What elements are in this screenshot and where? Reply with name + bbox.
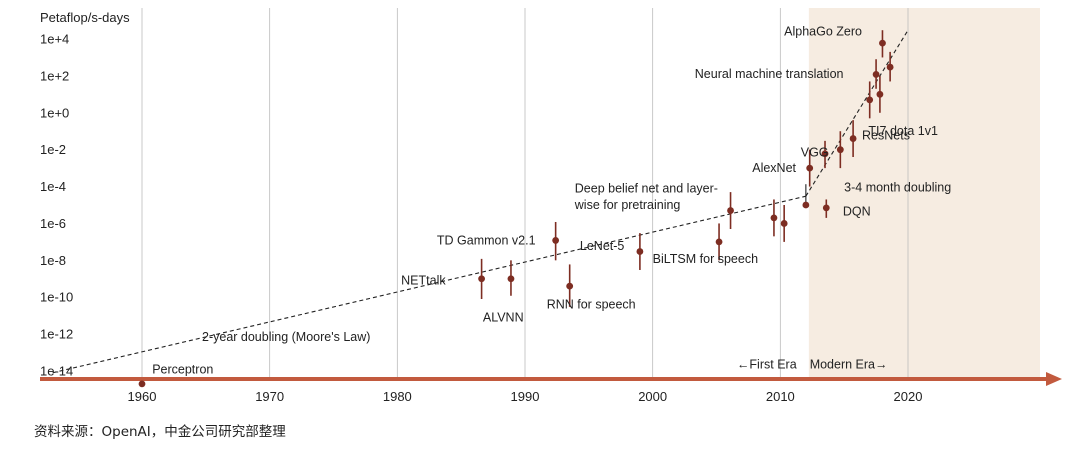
data-point	[866, 81, 874, 119]
annotation-label: AlexNet	[752, 161, 796, 175]
annotation-label: Neural machine translation	[695, 67, 844, 81]
annotation-label: Deep belief net and layer-	[575, 181, 718, 195]
annotation-label: DQN	[843, 204, 871, 218]
y-axis-label: Petaflop/s-days	[40, 10, 130, 25]
x-tick-label: 2000	[638, 389, 667, 404]
x-axis-arrowhead	[1046, 372, 1062, 386]
annotation-label: ALVNN	[483, 310, 524, 324]
annotation-label: TD Gammon v2.1	[437, 233, 536, 247]
annotation-label: ResNets	[862, 128, 910, 142]
annotation-label: TI7 dota 1v1	[868, 124, 938, 138]
y-tick-label: 1e-10	[40, 290, 73, 305]
x-tick-label: 1960	[128, 389, 157, 404]
data-marker	[821, 150, 829, 158]
data-marker	[715, 238, 723, 246]
trend-line	[805, 29, 909, 197]
data-point	[836, 131, 844, 169]
annotation-label: wise for pretraining	[574, 198, 681, 212]
trend-lines	[52, 29, 909, 374]
data-point	[566, 264, 574, 307]
y-axis-ticks: 1e+4 1e+2 1e+0 1e-2 1e-4 1e-6 1e-8 1e-10 1e-12 1e…	[40, 32, 73, 379]
annotation-label: BiLTSM for speech	[653, 252, 758, 266]
y-tick-label: 1e-4	[40, 179, 66, 194]
data-point	[507, 260, 515, 296]
data-marker	[727, 207, 734, 214]
data-marker	[566, 282, 574, 290]
data-marker	[886, 63, 894, 71]
data-marker	[552, 237, 560, 244]
data-point	[138, 380, 146, 388]
data-marker	[836, 146, 844, 154]
grid-lines	[141, 8, 909, 379]
data-point	[876, 75, 884, 113]
y-tick-label: 1e-14	[40, 364, 73, 379]
x-tick-label: 1980	[383, 389, 412, 404]
data-marker	[879, 39, 886, 47]
annotations: Perceptron NETtalk ALVNN TD Gammon v2.1 RNN …	[152, 25, 951, 377]
data-point	[478, 258, 485, 300]
data-point	[552, 221, 560, 261]
data-marker	[478, 275, 485, 283]
data-marker	[806, 164, 814, 172]
data-marker	[849, 135, 857, 142]
data-point	[770, 199, 778, 237]
data-marker	[802, 201, 810, 209]
y-tick-label: 1e-8	[40, 253, 66, 268]
data-point	[806, 149, 814, 187]
data-point	[872, 59, 880, 89]
y-tick-label: 1e+2	[40, 68, 69, 83]
data-point	[821, 140, 829, 169]
data-point	[886, 51, 894, 82]
x-axis-ticks: 1960 1970 1980 1990 2000 2010 2020	[128, 389, 923, 404]
data-point	[879, 30, 886, 58]
x-tick-label: 2020	[894, 389, 923, 404]
data-marker	[822, 204, 830, 212]
data-point	[802, 201, 810, 209]
data-marker	[780, 220, 788, 227]
data-point	[727, 192, 734, 229]
data-point	[715, 223, 723, 261]
annotation-label: LeNet-5	[580, 239, 625, 253]
x-tick-label: 1970	[255, 389, 284, 404]
annotation-label: VGG	[801, 146, 829, 160]
annotation-label: 2-year doubling (Moore's Law)	[202, 330, 370, 344]
data-point	[780, 205, 788, 242]
data-marker	[872, 71, 880, 78]
annotation-label: 3-4 month doubling	[844, 180, 951, 194]
data-point	[849, 120, 857, 158]
data-point	[822, 199, 830, 218]
source-note: 资料来源：OpenAI，中金公司研究部整理	[34, 424, 286, 440]
data-marker	[507, 275, 515, 283]
data-marker	[876, 90, 884, 98]
annotation-label: Perceptron	[152, 363, 213, 377]
y-tick-label: 1e-6	[40, 216, 66, 231]
data-points	[138, 30, 894, 388]
x-axis	[40, 372, 1062, 386]
x-tick-label: 1990	[511, 389, 540, 404]
data-marker	[866, 96, 874, 104]
data-point	[636, 233, 644, 270]
annotation-label: NETtalk	[401, 274, 446, 288]
annotation-label: ←First Era	[737, 358, 797, 372]
y-tick-label: 1e-2	[40, 142, 66, 157]
annotation-label: RNN for speech	[547, 298, 636, 312]
y-tick-label: 1e-12	[40, 327, 73, 342]
y-tick-label: 1e+0	[40, 105, 69, 120]
trend-line	[52, 195, 806, 374]
x-tick-label: 2010	[766, 389, 795, 404]
data-marker	[636, 248, 644, 255]
data-marker	[138, 380, 146, 388]
modern-era-region	[808, 8, 1040, 379]
y-tick-label: 1e+4	[40, 32, 69, 47]
annotation-label: Modern Era→	[810, 358, 888, 372]
data-marker	[770, 214, 778, 222]
annotation-label: AlphaGo Zero	[784, 25, 862, 39]
